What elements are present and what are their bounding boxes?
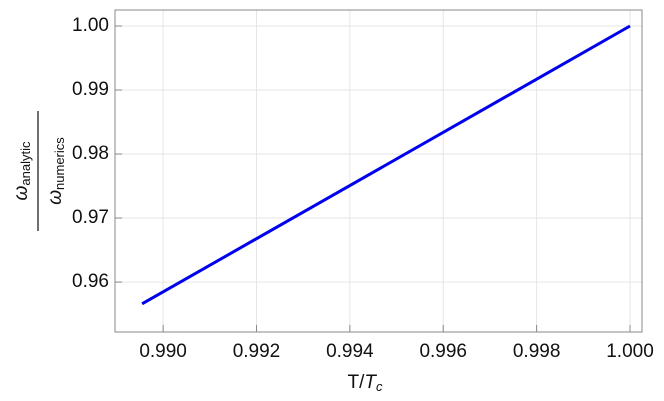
y-label-bottom: ωnumerics: [45, 137, 67, 205]
y-label-symbol: ω: [11, 185, 32, 200]
y-tick-label: 0.99: [72, 79, 109, 100]
x-tick-label: 0.994: [326, 341, 374, 362]
y-label-symbol-2: ω: [45, 190, 66, 205]
y-label-top-sub: analytic: [18, 141, 33, 186]
x-label-main: T/: [348, 372, 366, 393]
plot-frame: [114, 9, 643, 333]
y-tick-label: 0.98: [72, 143, 109, 164]
x-tick-label: 0.990: [139, 341, 187, 362]
x-tick-label: 0.996: [419, 341, 467, 362]
x-label-sub: c: [376, 379, 383, 394]
x-tick-label: 1.000: [606, 341, 654, 362]
x-tick-label: 0.992: [233, 341, 281, 362]
y-label-bottom-sub: numerics: [52, 137, 67, 190]
x-axis-label: T/Tc: [348, 372, 384, 394]
y-tick-label: 0.97: [72, 207, 109, 228]
x-label-italic: T: [364, 372, 377, 393]
y-tick-label: 1.00: [72, 15, 109, 36]
data-line: [141, 24, 631, 306]
y-tick-label: 0.96: [72, 271, 109, 292]
y-axis-label: ωanalytic ωnumerics: [11, 111, 67, 231]
y-label-top: ωanalytic: [11, 141, 33, 200]
x-tick-label: 0.998: [513, 341, 561, 362]
